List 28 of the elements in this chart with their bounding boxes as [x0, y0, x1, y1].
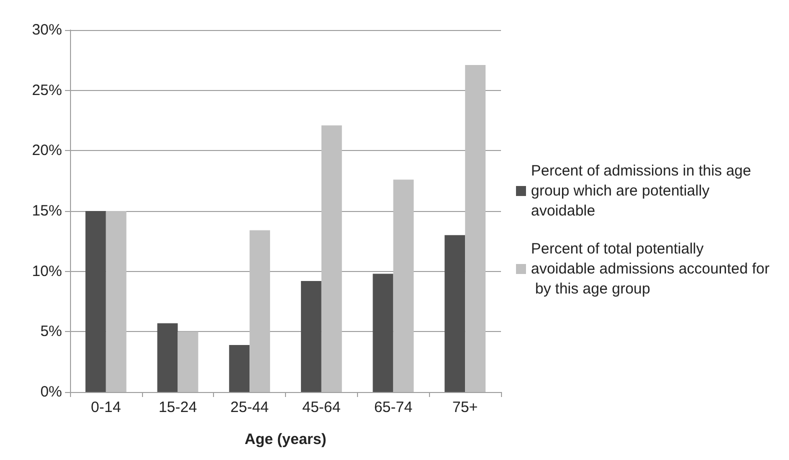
bar: [229, 344, 250, 392]
y-tick-label: 5%: [40, 323, 62, 340]
x-tick-label: 75+: [452, 399, 478, 416]
bar: [85, 211, 106, 392]
bar: [250, 230, 270, 392]
legend-label: Percent of admissions in this age group which are potentially avoidable: [531, 162, 756, 220]
x-tick-label: 25-44: [230, 399, 269, 416]
x-axis-title: Age (years): [244, 431, 326, 448]
y-tick-label: 20%: [32, 142, 62, 160]
legend-label: Percent of total potentially avoidable admissions accounted for by this age group: [531, 240, 770, 298]
y-tick-label: 10%: [32, 262, 62, 280]
x-tick-label: 45-64: [302, 399, 341, 416]
bar: [372, 274, 394, 392]
y-tick-label: 25%: [32, 82, 62, 99]
y-tick-label: 15%: [32, 202, 62, 220]
bar: [465, 64, 486, 392]
bar: [444, 235, 466, 392]
x-tick-label: 0-14: [90, 399, 121, 416]
y-tick-label: 30%: [32, 22, 62, 38]
bar: [321, 125, 342, 392]
bar: [106, 211, 126, 392]
bar: [178, 332, 198, 392]
x-tick-label: 15-24: [158, 399, 197, 416]
bar: [157, 323, 178, 392]
y-tick-label: 0%: [40, 384, 62, 400]
bar: [300, 280, 322, 392]
x-tick-label: 65-74: [374, 399, 412, 416]
bar: [393, 180, 414, 392]
